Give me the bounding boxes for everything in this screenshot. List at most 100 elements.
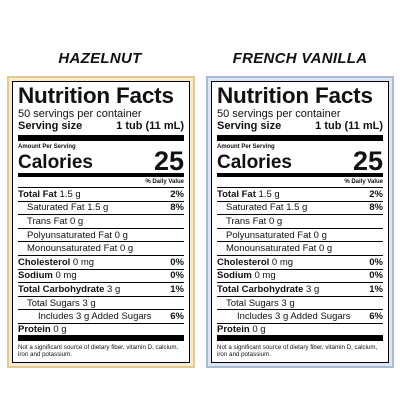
nutrient-dv: 8% bbox=[369, 202, 383, 214]
nutrient-amount: 3 g bbox=[107, 283, 121, 295]
nutrient-dv: 6% bbox=[170, 311, 184, 323]
nutrient-row-protein: Protein 0 g bbox=[18, 324, 184, 341]
nutrient-row-sodium: Sodium 0 mg 0% bbox=[217, 270, 383, 284]
nutrient-name: Saturated Fat bbox=[226, 202, 284, 214]
nutrient-row-polyunsaturated-fat: Polyunsaturated Fat 0 g bbox=[217, 229, 383, 243]
nutrient-amount: 0 g bbox=[318, 243, 333, 255]
nutrient-row-total-fat: Total Fat 1.5 g 2% bbox=[217, 188, 383, 202]
nutrient-name: Monounsaturated Fat bbox=[27, 243, 118, 255]
nutrition-facts-label: Nutrition Facts 50 servings per containe… bbox=[211, 81, 389, 363]
nutrient-row-total-carbohydrate: Total Carbohydrate 3 g 1% bbox=[217, 283, 383, 297]
serving-size-row: Serving size 1 tub (11 mL) bbox=[18, 120, 184, 141]
nutrient-name: Monounsaturated Fat bbox=[226, 243, 317, 255]
nutrient-amount: 0 g bbox=[69, 215, 84, 227]
nutrient-amount: 0 g bbox=[268, 215, 283, 227]
nutrition-facts-heading: Nutrition Facts bbox=[18, 83, 174, 108]
nutrient-amount: 0 mg bbox=[254, 270, 276, 282]
footnote: Not a significant source of dietary fibe… bbox=[18, 343, 179, 359]
nutrient-name: Polyunsaturated Fat bbox=[27, 229, 113, 241]
serving-size-value: 1 tub (11 mL) bbox=[116, 120, 184, 132]
nutrient-name: Polyunsaturated Fat bbox=[226, 229, 312, 241]
flavor-title-hazelnut: HAZELNUT bbox=[58, 50, 142, 67]
nutrient-name: Total Sugars bbox=[226, 297, 279, 309]
nutrient-row-added-sugars: Includes 3 g Added Sugars 6% bbox=[18, 310, 184, 324]
nutrient-name: Includes 3 g Added Sugars bbox=[38, 311, 152, 323]
nutrient-name: Total Fat bbox=[217, 188, 256, 200]
nutrient-dv: 6% bbox=[369, 311, 383, 323]
nutrient-row-sodium: Sodium 0 mg 0% bbox=[18, 270, 184, 284]
nutrient-amount: 0 g bbox=[119, 243, 134, 255]
nutrient-name: Total Sugars bbox=[27, 297, 80, 309]
nutrient-row-protein: Protein 0 g bbox=[217, 324, 383, 341]
nutrient-name: Total Carbohydrate bbox=[18, 283, 105, 295]
amount-per-serving: Amount Per Serving bbox=[18, 144, 76, 150]
footnote: Not a significant source of dietary fibe… bbox=[217, 343, 378, 359]
nutrient-dv: 2% bbox=[369, 188, 383, 200]
nutrient-name: Cholesterol bbox=[18, 256, 71, 268]
nutrient-amount: 0 g bbox=[313, 229, 327, 241]
nutrient-row-saturated-fat: Saturated Fat 1.5 g 8% bbox=[18, 202, 184, 216]
nutrient-name: Sodium bbox=[217, 270, 252, 282]
nutrient-row-trans-fat: Trans Fat 0 g bbox=[217, 215, 383, 229]
nutrient-name: Includes 3 g Added Sugars bbox=[237, 311, 351, 323]
nutrient-amount: 1.5 g bbox=[87, 202, 109, 214]
nutrient-row-cholesterol: Cholesterol 0 mg 0% bbox=[18, 256, 184, 270]
nutrient-row-cholesterol: Cholesterol 0 mg 0% bbox=[217, 256, 383, 270]
nutrition-facts-label: Nutrition Facts 50 servings per containe… bbox=[12, 81, 190, 363]
nutrient-dv: 0% bbox=[170, 270, 184, 282]
calories-row: Calories 25 bbox=[217, 148, 383, 177]
nutrient-dv: 1% bbox=[170, 283, 184, 295]
serving-size-label: Serving size bbox=[217, 120, 282, 132]
servings-per-container: 50 servings per container bbox=[18, 108, 142, 120]
nutrient-dv: 0% bbox=[170, 256, 184, 268]
daily-value-header: % Daily Value bbox=[18, 177, 184, 188]
nutrient-dv: 0% bbox=[369, 270, 383, 282]
nutrient-name: Trans Fat bbox=[226, 215, 267, 227]
daily-value-header: % Daily Value bbox=[217, 177, 383, 188]
nutrient-row-monounsaturated-fat: Monounsaturated Fat 0 g bbox=[18, 242, 184, 256]
french-vanilla-label-panel: Nutrition Facts 50 servings per containe… bbox=[206, 76, 394, 368]
nutrient-dv: 2% bbox=[170, 188, 184, 200]
calories-value: 25 bbox=[153, 146, 184, 176]
nutrient-row-polyunsaturated-fat: Polyunsaturated Fat 0 g bbox=[18, 229, 184, 243]
nutrient-amount: 0 mg bbox=[271, 256, 294, 268]
serving-size-value: 1 tub (11 mL) bbox=[315, 120, 383, 132]
nutrient-amount: 0 g bbox=[53, 323, 67, 335]
nutrient-dv: 0% bbox=[369, 256, 383, 268]
nutrient-row-monounsaturated-fat: Monounsaturated Fat 0 g bbox=[217, 242, 383, 256]
nutrient-amount: 3 g bbox=[281, 297, 295, 309]
nutrient-row-total-carbohydrate: Total Carbohydrate 3 g 1% bbox=[18, 283, 184, 297]
nutrient-row-total-fat: Total Fat 1.5 g 2% bbox=[18, 188, 184, 202]
nutrient-row-saturated-fat: Saturated Fat 1.5 g 8% bbox=[217, 202, 383, 216]
serving-size-row: Serving size 1 tub (11 mL) bbox=[217, 120, 383, 141]
nutrient-name: Protein bbox=[217, 323, 250, 335]
nutrient-amount: 3 g bbox=[82, 297, 96, 309]
nutrient-amount: 1.5 g bbox=[258, 188, 280, 200]
nutrient-amount: 0 mg bbox=[55, 270, 77, 282]
nutrient-name: Total Fat bbox=[18, 188, 57, 200]
hazelnut-label-panel: Nutrition Facts 50 servings per containe… bbox=[7, 76, 195, 368]
calories-row: Calories 25 bbox=[18, 146, 184, 177]
nutrient-amount: 0 g bbox=[252, 323, 266, 335]
servings-per-container: 50 servings per container bbox=[217, 108, 341, 120]
nutrient-amount: 0 mg bbox=[72, 256, 95, 268]
nutrient-name: Saturated Fat bbox=[27, 202, 85, 214]
serving-size-label: Serving size bbox=[18, 120, 83, 132]
nutrient-name: Total Carbohydrate bbox=[217, 283, 304, 295]
nutrient-amount: 1.5 g bbox=[286, 202, 308, 214]
flavor-title-french-vanilla: FRENCH VANILLA bbox=[232, 50, 368, 67]
nutrient-name: Cholesterol bbox=[217, 256, 270, 268]
nutrient-dv: 8% bbox=[170, 202, 184, 214]
nutrient-name: Trans Fat bbox=[27, 215, 68, 227]
nutrient-amount: 3 g bbox=[306, 283, 320, 295]
nutrient-name: Protein bbox=[18, 323, 51, 335]
nutrient-dv: 1% bbox=[369, 283, 383, 295]
nutrient-row-total-sugars: Total Sugars 3 g bbox=[217, 297, 383, 311]
nutrient-amount: 0 g bbox=[114, 229, 128, 241]
nutrient-row-total-sugars: Total Sugars 3 g bbox=[18, 297, 184, 311]
nutrition-facts-heading: Nutrition Facts bbox=[217, 83, 373, 108]
nutrient-row-trans-fat: Trans Fat 0 g bbox=[18, 215, 184, 229]
nutrient-amount: 1.5 g bbox=[59, 188, 81, 200]
calories-label: Calories bbox=[18, 152, 93, 173]
calories-label: Calories bbox=[217, 152, 292, 173]
